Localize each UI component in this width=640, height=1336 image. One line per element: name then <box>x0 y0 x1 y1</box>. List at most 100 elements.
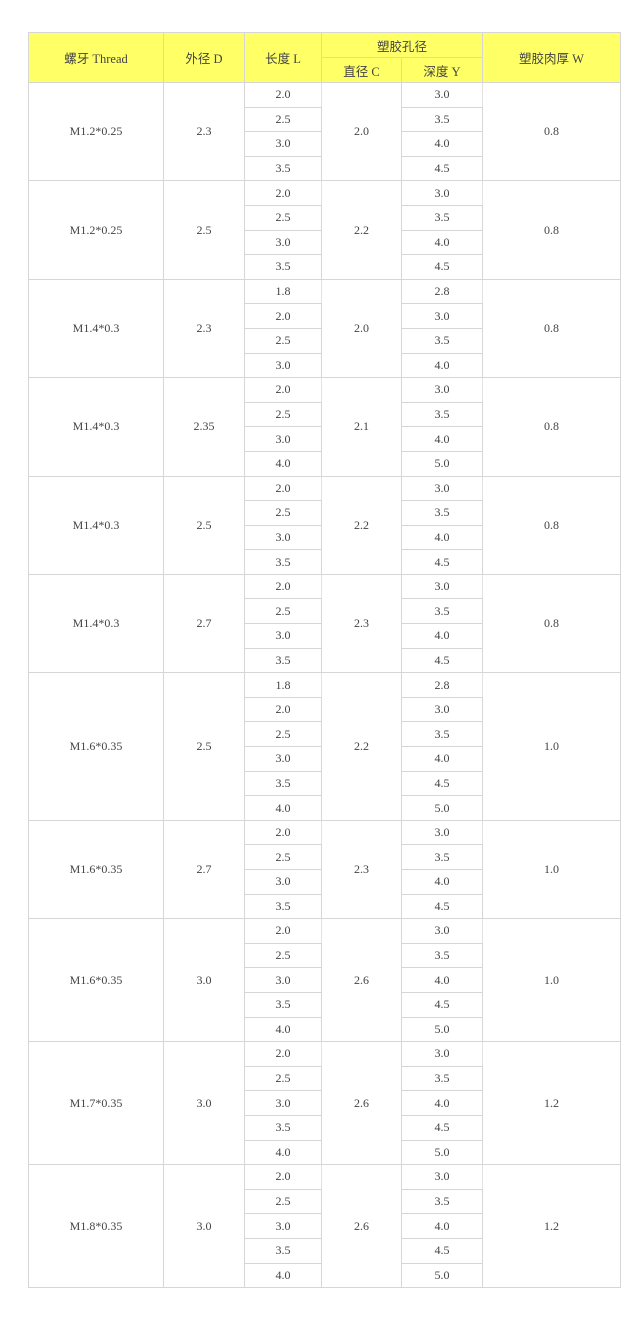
table-row: 2.5 3.5 <box>29 598 621 625</box>
outer-diameter-cell: 3.0 <box>163 1164 245 1289</box>
thread-cell: M1.4*0.3 <box>28 573 164 674</box>
length-cell: 3.0 <box>244 623 322 649</box>
depth-y-cell: 3.0 <box>400 475 484 502</box>
depth-y-cell: 5.0 <box>400 795 484 821</box>
length-cell: 3.0 <box>244 1090 322 1116</box>
length-cell: 4.0 <box>244 1139 322 1166</box>
table-body: M1.2*0.25 2.3 2.0 2.0 3.0 0.8 2.5 3.5 3.0 4.0 3.5 4… <box>28 81 622 1289</box>
depth-y-cell: 3.0 <box>400 918 484 944</box>
depth-y-cell: 3.0 <box>400 819 484 846</box>
length-cell: 2.0 <box>244 303 322 329</box>
depth-y-cell: 3.0 <box>400 573 484 600</box>
depth-y-cell: 5.0 <box>400 450 484 477</box>
thread-cell: M1.2*0.25 <box>28 81 164 182</box>
length-cell: 3.0 <box>244 746 322 772</box>
depth-y-cell: 4.0 <box>400 426 484 452</box>
table-row: 3.0 4.0 <box>29 1213 621 1239</box>
table-row: 2.5 3.5 <box>29 721 621 748</box>
depth-y-cell: 3.5 <box>400 327 484 354</box>
diameter-c-cell: 2.6 <box>321 918 402 1043</box>
header-length: 长度 L <box>244 32 322 83</box>
depth-y-cell: 3.5 <box>400 500 484 526</box>
wall-thickness-cell: 1.0 <box>482 672 622 821</box>
depth-y-cell: 4.0 <box>400 1213 484 1239</box>
depth-y-cell: 3.5 <box>400 844 484 870</box>
length-cell: 3.5 <box>244 549 322 575</box>
outer-diameter-cell: 2.5 <box>163 475 245 575</box>
header-depth-y: 深度 Y <box>400 57 484 83</box>
wall-thickness-cell: 1.0 <box>482 819 622 920</box>
length-cell: 1.8 <box>244 278 322 305</box>
table-row: 3.0 4.0 <box>29 229 621 256</box>
table-row: M1.7*0.35 3.0 2.0 2.6 3.0 1.2 <box>28 1041 622 1166</box>
length-cell: 2.0 <box>244 819 322 846</box>
table-row: M1.4*0.3 2.3 1.8 2.0 2.8 0.8 <box>28 278 622 379</box>
table-row: M1.6*0.35 2.7 2.0 2.3 3.0 1.0 <box>28 819 622 920</box>
depth-y-cell: 2.8 <box>400 672 484 698</box>
table-row: 4.0 5.0 <box>29 450 621 477</box>
depth-y-cell: 3.0 <box>400 1164 484 1190</box>
depth-y-cell: 4.0 <box>400 869 484 895</box>
thread-cell: M1.4*0.3 <box>28 475 164 575</box>
depth-y-cell: 4.5 <box>400 893 484 920</box>
table-row: 3.0 4.0 <box>29 524 621 551</box>
table-row: 2.5 3.5 <box>29 327 621 354</box>
depth-y-cell: 5.0 <box>400 1262 484 1289</box>
length-cell: 3.0 <box>244 352 322 379</box>
diameter-c-cell: 2.0 <box>321 81 402 182</box>
depth-y-cell: 3.5 <box>400 721 484 748</box>
screw-spec-table: 螺牙 Thread 外径 D 长度 L 塑胶孔径 塑胶肉厚 W 直径 C 深度 … <box>28 32 622 1289</box>
length-cell: 2.0 <box>244 82 322 108</box>
outer-diameter-cell: 2.3 <box>163 81 245 182</box>
length-cell: 2.0 <box>244 1164 322 1190</box>
wall-thickness-cell: 1.2 <box>482 1041 622 1166</box>
length-cell: 2.0 <box>244 180 322 206</box>
depth-y-cell: 3.5 <box>400 401 484 428</box>
table-row: 3.0 4.0 <box>29 352 621 379</box>
depth-y-cell: 4.0 <box>400 967 484 993</box>
depth-y-cell: 3.5 <box>400 106 484 133</box>
table-row: M1.4*0.3 2.7 2.0 2.3 3.0 0.8 <box>28 573 622 674</box>
length-cell: 3.5 <box>244 1114 322 1141</box>
header-outer-diameter: 外径 D <box>163 32 245 83</box>
length-cell: 2.5 <box>244 721 322 748</box>
outer-diameter-cell: 2.7 <box>163 819 245 920</box>
thread-cell: M1.6*0.35 <box>28 672 164 821</box>
length-cell: 3.5 <box>244 254 322 280</box>
table-row: 4.0 5.0 <box>29 1139 621 1166</box>
table-row: M1.2*0.25 2.3 2.0 2.0 3.0 0.8 <box>28 81 622 182</box>
depth-y-cell: 5.0 <box>400 1016 484 1043</box>
depth-y-cell: 4.5 <box>400 991 484 1018</box>
header-diameter-c: 直径 C <box>321 57 402 83</box>
depth-y-cell: 4.5 <box>400 549 484 575</box>
length-cell: 3.0 <box>244 426 322 452</box>
length-cell: 2.5 <box>244 500 322 526</box>
depth-y-cell: 5.0 <box>400 1139 484 1166</box>
depth-y-cell: 4.5 <box>400 770 484 797</box>
thread-cell: M1.4*0.3 <box>28 377 164 477</box>
table-row: 3.5 4.5 <box>29 549 621 575</box>
length-cell: 2.5 <box>244 327 322 354</box>
table-row: 3.5 4.5 <box>29 770 621 797</box>
depth-y-cell: 4.0 <box>400 746 484 772</box>
depth-y-cell: 3.0 <box>400 377 484 403</box>
table-row: 3.5 4.5 <box>29 155 621 182</box>
length-cell: 2.0 <box>244 573 322 600</box>
thread-cell: M1.7*0.35 <box>28 1041 164 1166</box>
table-row: 4.0 5.0 <box>29 795 621 821</box>
thread-cell: M1.8*0.35 <box>28 1164 164 1289</box>
depth-y-cell: 3.0 <box>400 180 484 206</box>
thread-cell: M1.6*0.35 <box>28 918 164 1043</box>
table-row: 2.5 3.5 <box>29 1065 621 1092</box>
length-cell: 1.8 <box>244 672 322 698</box>
table-row: 3.0 4.0 <box>29 131 621 157</box>
length-cell: 2.5 <box>244 204 322 231</box>
length-cell: 3.5 <box>244 647 322 674</box>
length-cell: 2.5 <box>244 106 322 133</box>
thread-cell: M1.4*0.3 <box>28 278 164 379</box>
diameter-c-cell: 2.2 <box>321 672 402 821</box>
table-row: 4.0 5.0 <box>29 1016 621 1043</box>
length-cell: 3.5 <box>244 991 322 1018</box>
depth-y-cell: 4.5 <box>400 254 484 280</box>
table-row: M1.2*0.25 2.5 2.0 2.2 3.0 0.8 <box>28 180 622 280</box>
